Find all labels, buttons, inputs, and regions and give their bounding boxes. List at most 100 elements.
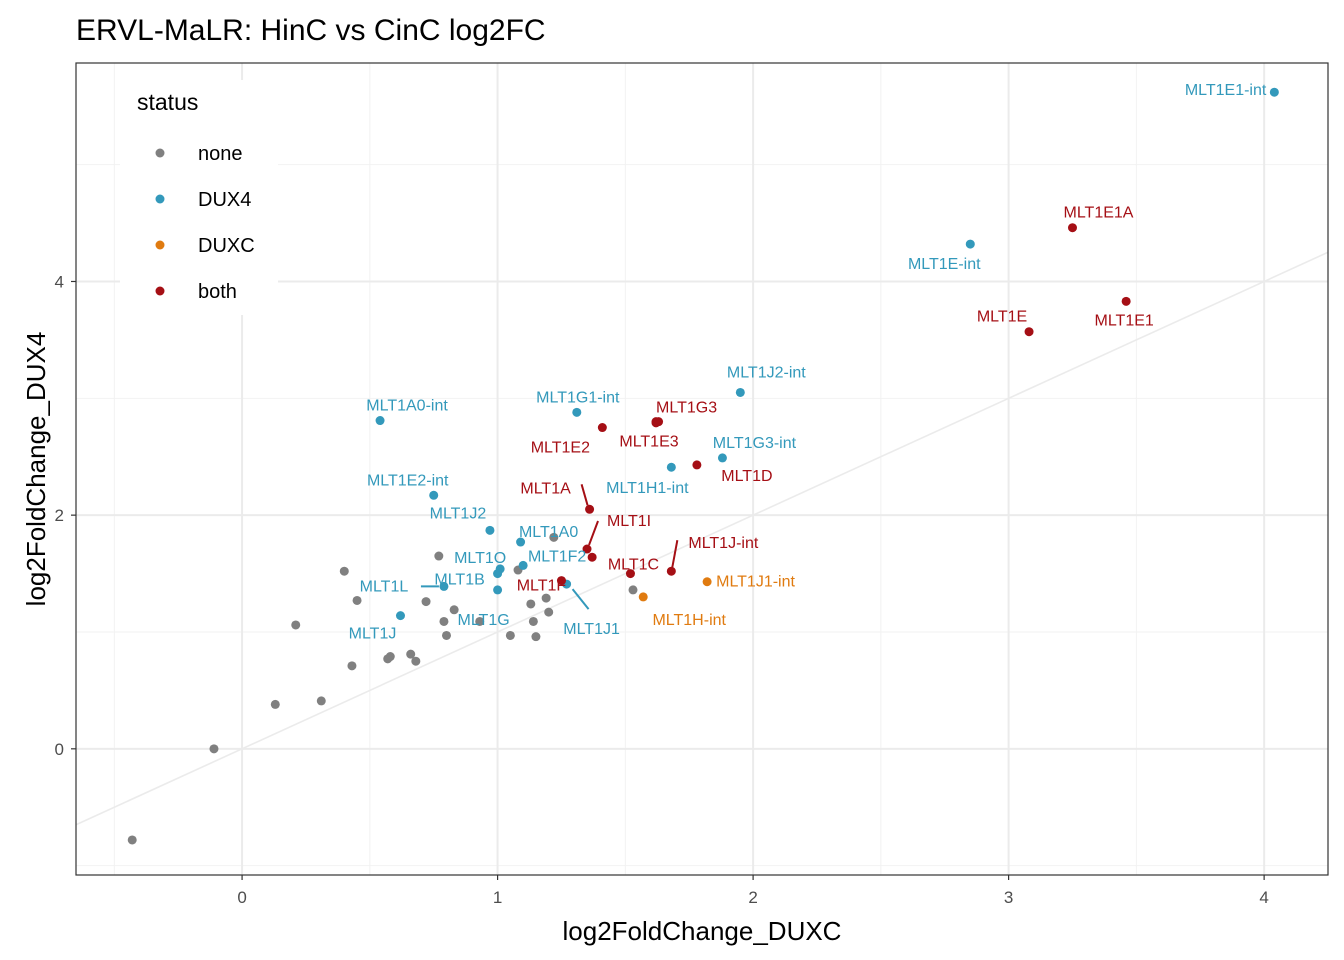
point-label: MLT1J2 xyxy=(430,505,487,522)
point-label: MLT1J1-int xyxy=(716,574,795,591)
data-point xyxy=(316,696,326,706)
data-point xyxy=(485,525,495,535)
data-point xyxy=(493,585,503,595)
point-label: MLT1E xyxy=(977,309,1027,326)
chart-title: ERVL-MaLR: HinC vs CinC log2FC xyxy=(76,14,546,47)
data-point xyxy=(439,581,449,591)
point-label: MLT1E1-int xyxy=(1185,82,1267,99)
data-point xyxy=(421,597,431,607)
data-point xyxy=(572,407,582,417)
data-point xyxy=(441,630,451,640)
point-label: MLT1G3-int xyxy=(713,435,797,452)
x-tick-label: 0 xyxy=(237,888,246,907)
point-label: MLT1F xyxy=(517,578,567,595)
point-label: MLT1A0-int xyxy=(366,398,448,415)
data-point xyxy=(385,652,395,662)
label-leader-line xyxy=(571,588,590,610)
data-point xyxy=(638,592,648,602)
legend-label: DUXC xyxy=(198,235,255,257)
label-leader-line xyxy=(588,520,599,546)
x-axis-title: log2FoldChange_DUXC xyxy=(563,916,842,946)
data-point xyxy=(429,490,439,500)
legend-label: DUX4 xyxy=(198,189,251,211)
data-point xyxy=(439,616,449,626)
data-point xyxy=(666,566,676,576)
legend-key xyxy=(155,194,165,204)
data-point xyxy=(597,423,607,433)
legend-background xyxy=(120,80,278,315)
data-point xyxy=(352,595,362,605)
x-tick-label: 1 xyxy=(493,888,502,907)
point-label: MLT1G1-int xyxy=(536,389,620,406)
data-point xyxy=(375,416,385,426)
y-tick-label: 2 xyxy=(55,506,64,525)
point-label: MLT1E1 xyxy=(1095,312,1154,329)
legend-key xyxy=(155,148,165,158)
y-tick-label: 4 xyxy=(55,272,64,291)
data-point xyxy=(449,605,459,615)
point-label: MLT1E1A xyxy=(1064,205,1134,222)
point-label: MLT1A xyxy=(520,480,571,497)
data-point xyxy=(582,544,592,554)
point-label: MLT1L xyxy=(360,578,409,595)
point-label: MLT1A0 xyxy=(519,524,578,541)
data-point xyxy=(1121,296,1131,306)
data-point xyxy=(518,560,528,570)
point-label: MLT1G3 xyxy=(656,400,717,417)
legend: status none DUX4 DUXC both xyxy=(120,80,278,315)
data-point xyxy=(1024,327,1034,337)
grid xyxy=(76,63,1328,875)
data-point xyxy=(735,387,745,397)
data-point xyxy=(544,607,554,617)
data-point xyxy=(291,620,301,630)
data-point xyxy=(628,585,638,595)
legend-label: both xyxy=(198,281,237,303)
reference-line xyxy=(75,251,1329,826)
data-point xyxy=(625,569,635,579)
data-point xyxy=(270,699,280,709)
point-label: MLT1H-int xyxy=(652,612,726,629)
data-point xyxy=(127,835,137,845)
legend-key xyxy=(155,240,165,250)
data-point xyxy=(406,649,416,659)
data-point xyxy=(702,577,712,587)
point-label: MLT1J2-int xyxy=(727,364,806,381)
data-point xyxy=(516,537,526,547)
label-leader-line xyxy=(580,484,589,506)
point-label: MLT1D xyxy=(721,468,772,485)
point-label: MLT1E2 xyxy=(531,440,590,457)
legend-key xyxy=(155,286,165,296)
legend-label: none xyxy=(198,143,243,165)
point-label: MLT1J1 xyxy=(563,621,620,638)
panel-border xyxy=(75,62,1329,876)
data-point xyxy=(1067,223,1077,233)
point-label: MLT1G xyxy=(458,612,510,629)
points xyxy=(127,87,1279,845)
data-point xyxy=(347,661,357,671)
data-point xyxy=(587,552,597,562)
point-label: MLT1E3 xyxy=(619,434,678,451)
label-leader-line xyxy=(671,540,679,568)
point-label: MLT1E-int xyxy=(908,256,981,273)
data-point xyxy=(717,453,727,463)
data-point xyxy=(556,576,566,586)
y-tick-label: 0 xyxy=(55,740,64,759)
x-tick-label: 3 xyxy=(1004,888,1013,907)
y-axis-title: log2FoldChange_DUX4 xyxy=(21,332,51,607)
data-point xyxy=(585,504,595,514)
data-point xyxy=(531,632,541,642)
x-tick-label: 4 xyxy=(1259,888,1268,907)
point-label: MLT1F2 xyxy=(528,548,586,565)
point-label: MLT1I xyxy=(607,513,651,530)
data-point xyxy=(505,630,515,640)
point-label: MLT1J-int xyxy=(688,535,758,552)
data-point xyxy=(493,569,503,579)
data-point xyxy=(339,566,349,576)
axis-ticks: 0 1 2 3 4 0 2 4 xyxy=(55,272,1269,907)
legend-title: status xyxy=(137,89,198,115)
data-point xyxy=(528,616,538,626)
data-point xyxy=(541,593,551,603)
point-label: MLT1B xyxy=(434,572,484,589)
data-point xyxy=(692,460,702,470)
x-tick-label: 2 xyxy=(748,888,757,907)
